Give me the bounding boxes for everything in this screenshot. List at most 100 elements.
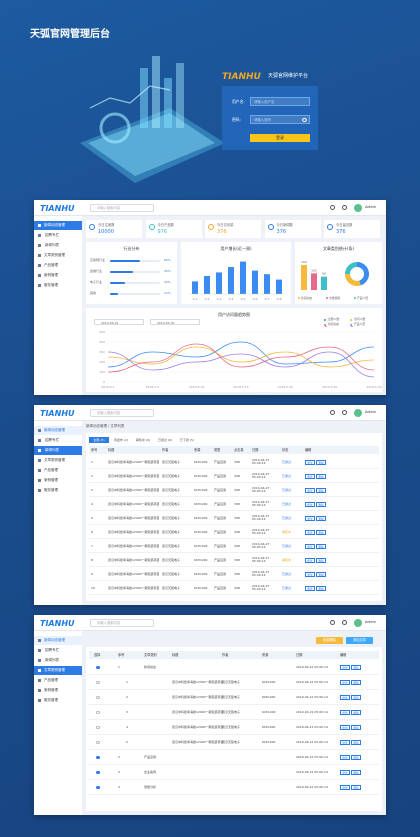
action-button[interactable]: 删除 xyxy=(316,487,326,493)
action-button[interactable]: 删除 xyxy=(351,709,361,715)
menu-item[interactable]: 新闻列表 xyxy=(34,656,82,665)
action-button[interactable]: 删除 xyxy=(316,585,326,591)
menu-item[interactable]: 新闻列表 xyxy=(34,241,82,250)
checkbox[interactable] xyxy=(96,710,100,714)
cell: 6CM-900 xyxy=(262,725,276,729)
action-button[interactable]: 修改 xyxy=(305,585,315,591)
search-box[interactable]: 请输入搜索内容 xyxy=(90,204,154,212)
y-tick-label: 100 xyxy=(99,370,105,374)
menu-item[interactable]: 招聘专栏 xyxy=(34,436,82,445)
settings-icon[interactable] xyxy=(342,205,347,210)
action-button[interactable]: 修改 xyxy=(340,754,350,760)
menu-item[interactable]: 文章类别管理 xyxy=(34,456,82,465)
legend-swatch xyxy=(326,297,328,299)
action-button[interactable]: 修改 xyxy=(340,724,350,730)
action-button[interactable]: 修改 xyxy=(305,487,315,493)
action-button[interactable]: 修改 xyxy=(340,679,350,685)
action-button[interactable]: 修改 xyxy=(305,515,315,521)
settings-icon[interactable] xyxy=(342,410,347,415)
menu-item[interactable]: 服务管理 xyxy=(34,486,82,495)
action-button[interactable]: 删除 xyxy=(351,664,361,670)
action-button[interactable]: 修改 xyxy=(305,529,315,535)
action-button[interactable]: 删除 xyxy=(351,769,361,775)
menu-item[interactable]: 文章类别管理 xyxy=(34,251,82,260)
action-button[interactable]: 修改 xyxy=(340,769,350,775)
checkbox[interactable] xyxy=(96,725,100,729)
legend-swatch xyxy=(351,326,353,327)
user-name[interactable]: Admin xyxy=(365,410,377,414)
tab[interactable]: 待发布 (2) xyxy=(113,437,129,442)
checkbox[interactable] xyxy=(96,785,100,789)
cell: 审核中 xyxy=(282,558,292,562)
checkbox[interactable] xyxy=(96,770,100,774)
menu-item[interactable]: 案例管理 xyxy=(34,271,82,280)
checkbox[interactable] xyxy=(96,755,100,759)
toolbar-button[interactable]: 批量删除 xyxy=(316,637,343,644)
action-button[interactable]: 删除 xyxy=(351,784,361,790)
tab[interactable]: 已通过 (6) xyxy=(157,437,173,442)
action-button[interactable]: 修改 xyxy=(305,557,315,563)
menu-item[interactable]: 新闻动态管理 xyxy=(34,636,82,645)
action-button[interactable]: 修改 xyxy=(340,739,350,745)
settings-icon[interactable] xyxy=(342,620,347,625)
user-name[interactable]: Admin xyxy=(365,205,377,209)
menu-item[interactable]: 服务管理 xyxy=(34,696,82,705)
tab[interactable]: 审核中 (6) xyxy=(135,437,151,442)
bell-icon[interactable] xyxy=(330,620,335,625)
action-button[interactable]: 删除 xyxy=(316,571,326,577)
menu-item[interactable]: 新闻列表 xyxy=(34,446,82,455)
action-button[interactable]: 删除 xyxy=(316,515,326,521)
date-picker[interactable]: 2019-05-30 xyxy=(150,319,200,325)
toolbar-button[interactable]: 添加文章 xyxy=(346,637,373,644)
user-name[interactable]: Admin xyxy=(365,620,377,624)
action-button[interactable]: 删除 xyxy=(316,473,326,479)
action-button[interactable]: 删除 xyxy=(316,529,326,535)
menu-item[interactable]: 新闻动态管理 xyxy=(34,221,82,230)
checkbox[interactable] xyxy=(96,740,100,744)
menu-item[interactable]: 招聘专栏 xyxy=(34,231,82,240)
bell-icon[interactable] xyxy=(330,410,335,415)
action-button[interactable]: 删除 xyxy=(351,739,361,745)
action-button[interactable]: 删除 xyxy=(316,501,326,507)
cell: 测量分析 xyxy=(144,785,157,789)
menu-item[interactable]: 新闻动态管理 xyxy=(34,426,82,435)
checkbox[interactable] xyxy=(96,680,100,684)
date-picker[interactable]: 2019-05-01 xyxy=(94,319,144,325)
checkbox[interactable] xyxy=(96,695,100,699)
action-button[interactable]: 删除 xyxy=(351,679,361,685)
action-button[interactable]: 删除 xyxy=(316,543,326,549)
tab[interactable]: 全部 (5) xyxy=(89,437,109,443)
action-button[interactable]: 修改 xyxy=(340,664,350,670)
search-box[interactable]: 请输入搜索内容 xyxy=(90,619,154,627)
menu-item[interactable]: 服务管理 xyxy=(34,281,82,290)
menu-item[interactable]: 产品管理 xyxy=(34,466,82,475)
action-button[interactable]: 删除 xyxy=(351,724,361,730)
tab[interactable]: 已下线 (5) xyxy=(179,437,195,442)
login-button[interactable]: 登录 xyxy=(250,134,310,142)
menu-item[interactable]: 产品管理 xyxy=(34,261,82,270)
action-button[interactable]: 修改 xyxy=(305,473,315,479)
action-button[interactable]: 修改 xyxy=(305,501,315,507)
menu-item[interactable]: 产品管理 xyxy=(34,676,82,685)
action-button[interactable]: 修改 xyxy=(305,459,315,465)
column-header: 作者 xyxy=(162,447,169,452)
search-box[interactable]: 请输入搜索内容 xyxy=(90,409,154,417)
action-button[interactable]: 删除 xyxy=(316,459,326,465)
action-button[interactable]: 删除 xyxy=(316,557,326,563)
bell-icon[interactable] xyxy=(330,205,335,210)
checkbox[interactable] xyxy=(96,665,100,669)
menu-item[interactable]: 案例管理 xyxy=(34,476,82,485)
action-button[interactable]: 修改 xyxy=(340,694,350,700)
menu-item[interactable]: 案例管理 xyxy=(34,686,82,695)
menu-item[interactable]: 招聘专栏 xyxy=(34,646,82,655)
action-button[interactable]: 修改 xyxy=(340,784,350,790)
action-button[interactable]: 修改 xyxy=(305,543,315,549)
action-button[interactable]: 修改 xyxy=(305,571,315,577)
action-button[interactable]: 删除 xyxy=(351,694,361,700)
menu-item[interactable]: 文章类别管理 xyxy=(34,666,82,675)
password-input[interactable]: 请输入密码 xyxy=(250,115,310,124)
action-button[interactable]: 修改 xyxy=(340,709,350,715)
username-input[interactable]: 请输入用户名 xyxy=(250,97,310,106)
action-button[interactable]: 删除 xyxy=(351,754,361,760)
cell: 已通过 xyxy=(282,586,292,590)
